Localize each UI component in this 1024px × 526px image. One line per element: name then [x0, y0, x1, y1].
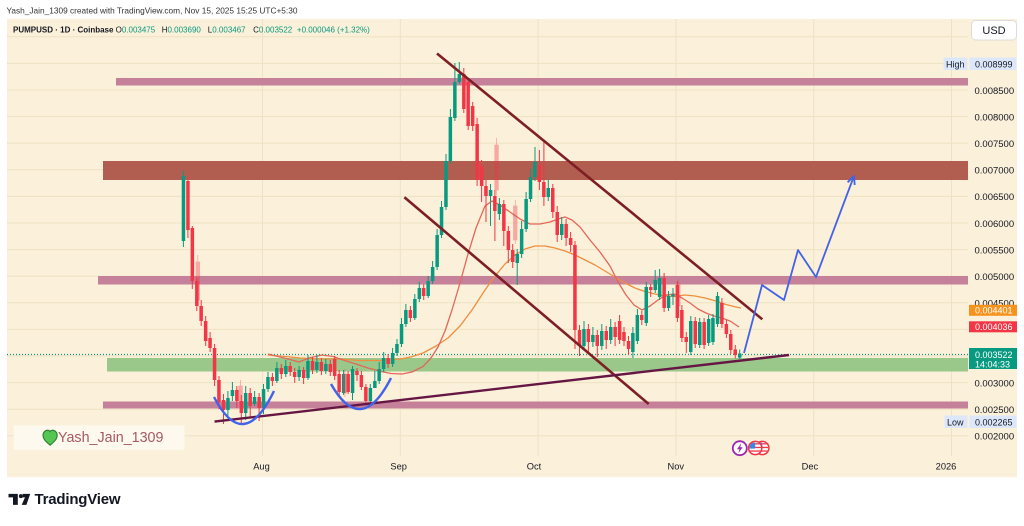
svg-text:High: High — [946, 59, 965, 69]
svg-text:0.008500: 0.008500 — [975, 86, 1015, 97]
svg-text:Nov: Nov — [668, 461, 685, 471]
svg-text:L0.003467: L0.003467 — [208, 26, 246, 35]
svg-text:0.004036: 0.004036 — [975, 322, 1013, 332]
svg-text:Yash_Jain_1309: Yash_Jain_1309 — [58, 430, 164, 446]
svg-text:0.002000: 0.002000 — [975, 432, 1015, 443]
svg-text:0.005500: 0.005500 — [975, 245, 1015, 256]
svg-text:0.006500: 0.006500 — [975, 192, 1015, 203]
svg-text:USD: USD — [982, 25, 1005, 37]
svg-text:0.003000: 0.003000 — [975, 378, 1015, 389]
svg-text:Yash_Jain_1309 created with Tr: Yash_Jain_1309 created with TradingView.… — [7, 5, 298, 15]
svg-text:H0.003690: H0.003690 — [162, 26, 202, 35]
svg-text:14:04:33: 14:04:33 — [975, 359, 1010, 369]
svg-text:TradingView: TradingView — [35, 491, 121, 508]
svg-text:0.003522: 0.003522 — [975, 350, 1013, 360]
svg-text:Dec: Dec — [802, 461, 819, 471]
svg-text:O0.003475: O0.003475 — [116, 26, 156, 35]
svg-text:0.005000: 0.005000 — [975, 272, 1015, 283]
svg-text:Oct: Oct — [527, 461, 542, 471]
svg-text:0.006000: 0.006000 — [975, 219, 1015, 230]
svg-text:0.002265: 0.002265 — [975, 417, 1013, 427]
svg-text:0.007000: 0.007000 — [975, 166, 1015, 177]
svg-text:Sep: Sep — [390, 461, 407, 471]
svg-text:2026: 2026 — [936, 461, 957, 471]
svg-text:0.008999: 0.008999 — [975, 59, 1013, 69]
svg-text:0.004401: 0.004401 — [975, 306, 1013, 316]
svg-text:C0.003522: C0.003522 — [253, 26, 293, 35]
svg-text:0.002500: 0.002500 — [975, 405, 1015, 416]
svg-text:PUMPUSD · 1D · Coinbase: PUMPUSD · 1D · Coinbase — [13, 26, 114, 35]
svg-text:+0.000046 (+1.32%): +0.000046 (+1.32%) — [297, 26, 370, 35]
svg-text:0.007500: 0.007500 — [975, 139, 1015, 150]
svg-text:0.004500: 0.004500 — [975, 299, 1015, 310]
svg-text:0.008000: 0.008000 — [975, 112, 1015, 123]
svg-text:Aug: Aug — [253, 461, 270, 471]
svg-text:Low: Low — [947, 417, 964, 427]
